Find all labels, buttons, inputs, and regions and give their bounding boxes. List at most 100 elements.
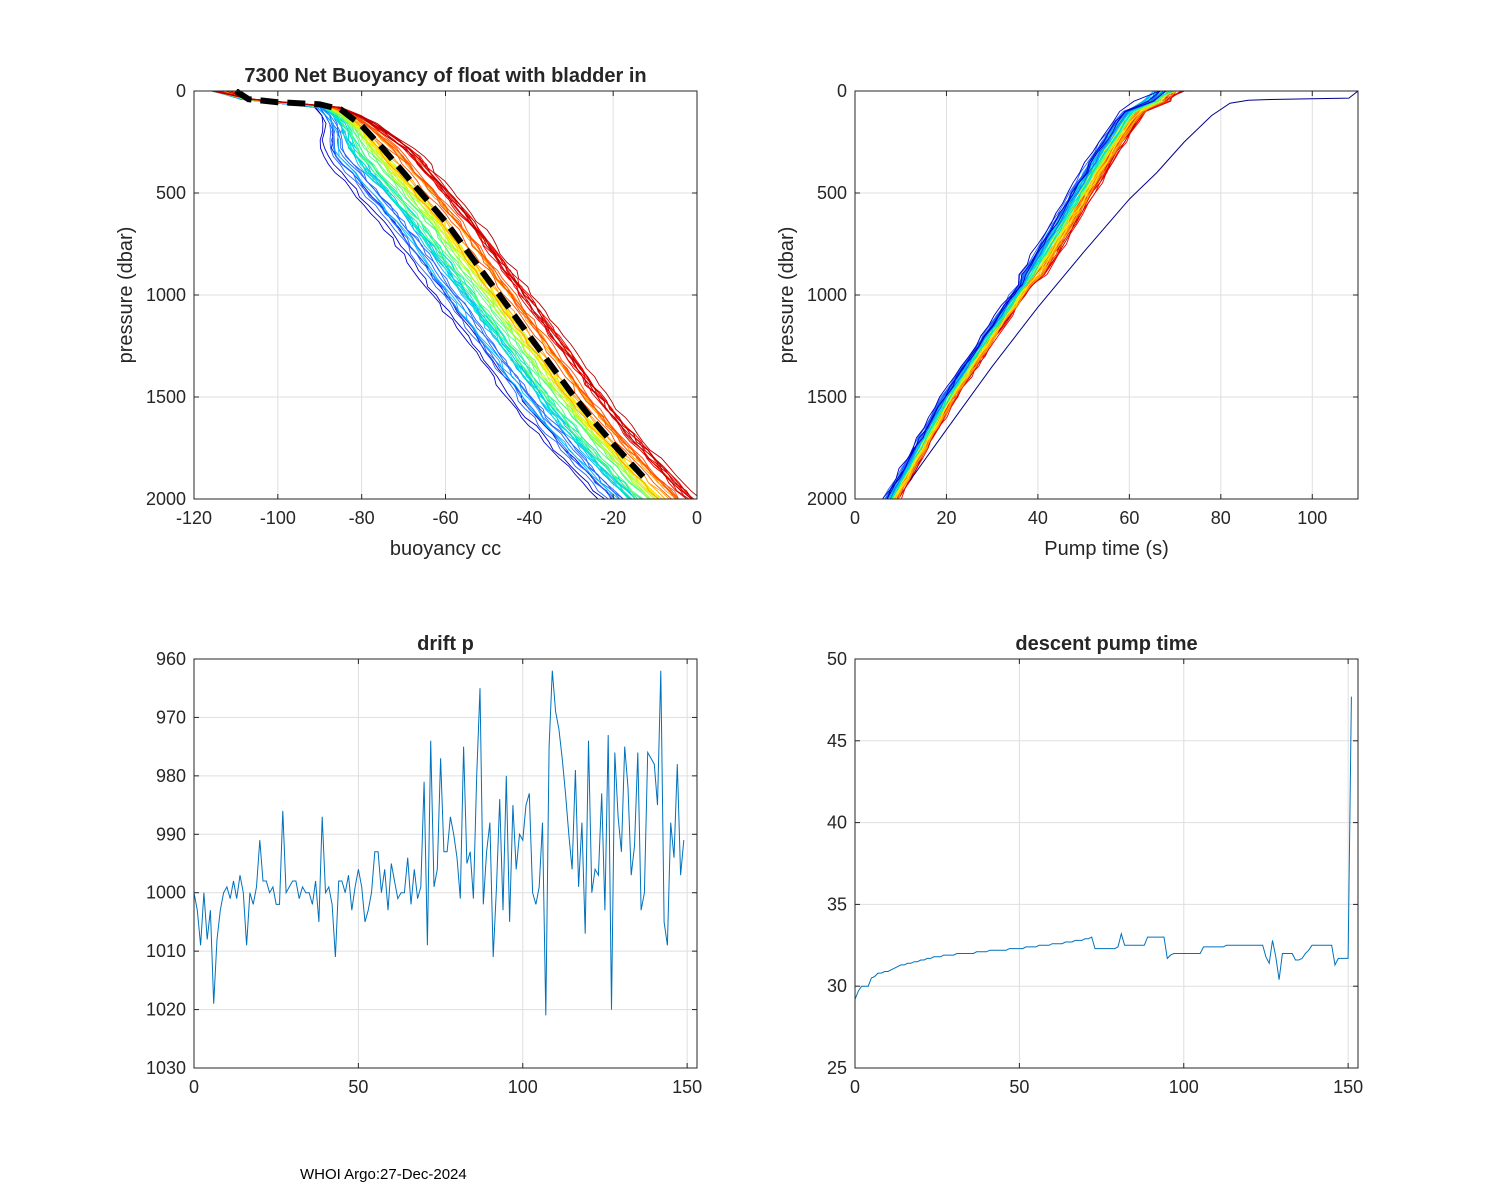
x-tick-label: -120 bbox=[176, 508, 212, 528]
buoyancy-profile-line bbox=[210, 90, 633, 500]
x-tick-label: -20 bbox=[600, 508, 626, 528]
x-tick-label: 0 bbox=[692, 508, 702, 528]
buoyancy-profile-line bbox=[233, 90, 649, 500]
buoyancy-profile-line bbox=[227, 90, 629, 500]
y-tick-label: 1500 bbox=[807, 387, 847, 407]
buoyancy-profile-line bbox=[228, 90, 651, 500]
y-tick-label: 1010 bbox=[146, 941, 186, 961]
x-tick-label: 100 bbox=[508, 1077, 538, 1097]
y-tick-label: 0 bbox=[837, 81, 847, 101]
descentpump-line bbox=[855, 696, 1352, 1000]
buoyancy-profile-line bbox=[224, 90, 650, 500]
x-tick-label: -40 bbox=[516, 508, 542, 528]
pumptime-profile-line bbox=[886, 90, 1167, 500]
y-tick-label: 1030 bbox=[146, 1058, 186, 1078]
buoyancy-profile-line bbox=[234, 90, 620, 500]
x-tick-label: 0 bbox=[850, 1077, 860, 1097]
x-tick-label: 150 bbox=[672, 1077, 702, 1097]
pumptime-profiles bbox=[882, 90, 1358, 500]
buoyancy-profile-line bbox=[212, 90, 690, 500]
pumptime-profile-line bbox=[900, 90, 1174, 500]
buoyancy-profile-line bbox=[233, 90, 664, 500]
x-axis-label: buoyancy cc bbox=[390, 538, 501, 560]
x-axis-label: Pump time (s) bbox=[1044, 538, 1168, 560]
y-axis-label: pressure (dbar) bbox=[776, 227, 798, 364]
buoyancy-profile-line bbox=[212, 90, 672, 500]
descentpump-axes bbox=[854, 658, 1358, 1069]
buoyancy-profile-line bbox=[235, 90, 609, 500]
buoyancy-frame: -120 -100 -80 -60 -40 -20 0 0 500 1000 1500 2000 730… bbox=[115, 65, 702, 560]
x-tick-label: 100 bbox=[1169, 1077, 1199, 1097]
buoyancy-profile-line bbox=[212, 90, 599, 500]
y-tick-label: 990 bbox=[156, 824, 186, 844]
pumptime-profile-line bbox=[895, 90, 1167, 500]
x-tick-label: -100 bbox=[260, 508, 296, 528]
y-tick-label: 1500 bbox=[146, 387, 186, 407]
descentpump-frame: 0 50 100 150 25 30 35 40 45 50 descent pump time bbox=[827, 633, 1363, 1097]
x-tick-label: 80 bbox=[1211, 508, 1231, 528]
driftp-series bbox=[194, 670, 685, 1016]
buoyancy-profile-line bbox=[231, 90, 621, 500]
x-tick-label: 20 bbox=[936, 508, 956, 528]
y-tick-label: 50 bbox=[827, 649, 847, 669]
x-tick-label: 100 bbox=[1297, 508, 1327, 528]
mean-profile-line bbox=[234, 89, 649, 483]
y-tick-label: 25 bbox=[827, 1058, 847, 1078]
y-tick-label: 1020 bbox=[146, 1000, 186, 1020]
y-tick-label: 2000 bbox=[807, 489, 847, 509]
y-tick-label: 35 bbox=[827, 894, 847, 914]
pumptime-profile-line bbox=[882, 90, 1160, 500]
x-tick-label: -60 bbox=[432, 508, 458, 528]
buoyancy-profile-line bbox=[213, 90, 692, 500]
y-tick-label: 970 bbox=[156, 707, 186, 727]
buoyancy-profile-line bbox=[213, 90, 606, 500]
buoyancy-profile-line bbox=[216, 90, 644, 500]
buoyancy-profile-line bbox=[225, 90, 693, 500]
y-tick-label: 30 bbox=[827, 976, 847, 996]
buoyancy-profile-line bbox=[213, 90, 697, 497]
buoyancy-profile-line bbox=[211, 90, 688, 500]
footer-label: WHOI Argo:27-Dec-2024 bbox=[300, 1166, 467, 1183]
pumptime-profile-line bbox=[891, 90, 1170, 500]
descentpump-series bbox=[855, 696, 1352, 1000]
chart-title: descent pump time bbox=[1015, 633, 1197, 655]
y-tick-label: 1000 bbox=[146, 285, 186, 305]
x-tick-label: 40 bbox=[1028, 508, 1048, 528]
y-tick-label: 1000 bbox=[146, 883, 186, 903]
chart-title: 7300 Net Buoyancy of float with bladder … bbox=[244, 65, 646, 87]
x-tick-label: 0 bbox=[850, 508, 860, 528]
y-tick-label: 980 bbox=[156, 766, 186, 786]
y-tick-label: 40 bbox=[827, 813, 847, 833]
chart-title: drift p bbox=[417, 633, 474, 655]
y-tick-label: 500 bbox=[156, 183, 186, 203]
buoyancy-profile-line bbox=[229, 90, 692, 500]
buoyancy-profile-line bbox=[223, 90, 624, 500]
y-tick-label: 2000 bbox=[146, 489, 186, 509]
buoyancy-profile-line bbox=[218, 90, 660, 500]
buoyancy-profiles bbox=[210, 89, 697, 500]
x-tick-label: 150 bbox=[1333, 1077, 1363, 1097]
buoyancy-profile-line bbox=[217, 90, 694, 500]
x-tick-label: 60 bbox=[1119, 508, 1139, 528]
y-axis-label: pressure (dbar) bbox=[115, 227, 137, 364]
outlier-profile-line bbox=[909, 90, 1358, 481]
x-tick-label: -80 bbox=[349, 508, 375, 528]
x-tick-label: 0 bbox=[189, 1077, 199, 1097]
driftp-frame: 0 50 100 150 960 970 980 990 1000 1010 1020 1030 dri… bbox=[146, 633, 702, 1097]
plot-frame bbox=[193, 658, 698, 1069]
buoyancy-profile-line bbox=[226, 90, 679, 500]
buoyancy-profile-line bbox=[219, 90, 641, 500]
buoyancy-profile-line bbox=[230, 90, 680, 500]
y-tick-label: 1000 bbox=[807, 285, 847, 305]
y-tick-label: 0 bbox=[176, 81, 186, 101]
driftp-line bbox=[194, 670, 685, 1016]
y-tick-label: 500 bbox=[817, 183, 847, 203]
y-tick-label: 960 bbox=[156, 649, 186, 669]
buoyancy-profile-line bbox=[225, 90, 636, 500]
x-tick-label: 50 bbox=[1009, 1077, 1029, 1097]
plot-frame bbox=[854, 658, 1359, 1069]
y-tick-label: 45 bbox=[827, 731, 847, 751]
driftp-axes bbox=[193, 658, 697, 1069]
